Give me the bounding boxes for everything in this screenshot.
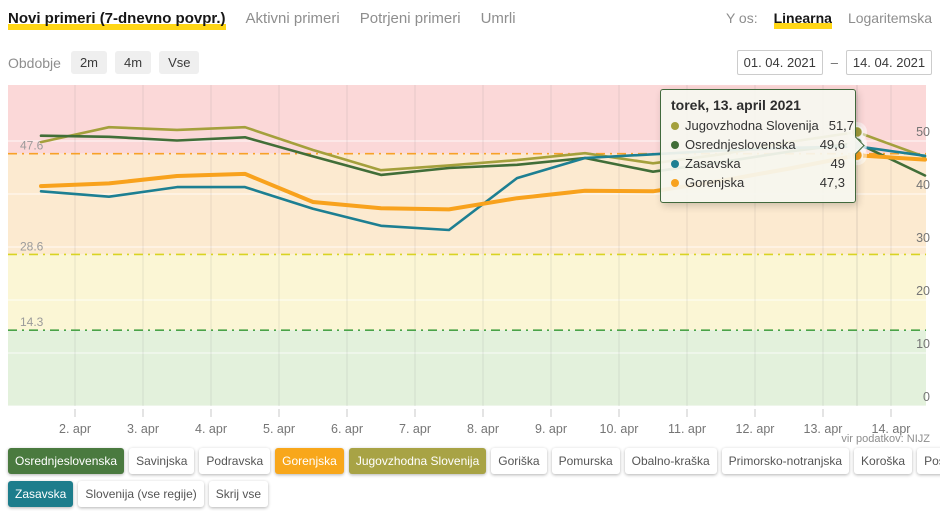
band-green (8, 330, 926, 406)
legend-button-podravska[interactable]: Podravska (199, 448, 271, 474)
header-bar: Novi primeri (7-dnevno povpr.) Aktivni pr… (8, 10, 932, 30)
tooltip-rows: Jugovzhodna Slovenija 51,7 Osrednjeslovens… (671, 118, 854, 190)
legend-button-slovenija-vse-regije[interactable]: Slovenija (vse regije) (78, 481, 204, 507)
x-tick-label: 12. apr (736, 422, 775, 436)
legend-button-zasavska[interactable]: Zasavska (8, 481, 74, 507)
tooltip-title: torek, 13. april 2021 (671, 97, 801, 113)
period-button-2m[interactable]: 2m (70, 51, 107, 74)
x-tick-label: 7. apr (399, 422, 431, 436)
threshold-label: 14.3 (20, 315, 44, 329)
legend-button-gorenjska[interactable]: Gorenjska (275, 448, 344, 474)
tab-umrli[interactable]: Umrli (480, 10, 516, 27)
tooltip-series-name: Gorenjska (685, 175, 745, 190)
threshold-label: 47.6 (20, 139, 44, 153)
y-tick-label: 50 (916, 125, 930, 139)
legend-button-obalno-kra-ka[interactable]: Obalno-kraška (624, 448, 717, 474)
y-axis-scale-switch: Y os: Linearna Logaritemska (726, 10, 932, 29)
y-tick-label: 30 (916, 231, 930, 245)
x-tick-label: 10. apr (600, 422, 639, 436)
date-range-picker: 01. 04. 2021 – 14. 04. 2021 (736, 50, 932, 75)
y-axis-options: Linearna Logaritemska (773, 10, 932, 29)
tab-aktivni-primeri[interactable]: Aktivni primeri (245, 10, 340, 27)
header-tabs: Novi primeri (7-dnevno povpr.) Aktivni pr… (8, 10, 516, 30)
legend-button-jugovzhodna-slovenija[interactable]: Jugovzhodna Slovenija (348, 448, 487, 474)
x-tick-label: 14. apr (872, 422, 911, 436)
x-tick-label: 5. apr (263, 422, 295, 436)
region-legend-row-2: Zasavska Slovenija (vse regije) Skrij vse (8, 481, 269, 507)
x-tick-label: 2. apr (59, 422, 91, 436)
date-range-separator: – (830, 55, 838, 70)
tooltip-series-value: 49,6 (819, 137, 845, 152)
region-legend-row-1: Osrednjeslovenska Savinjska Podravska Goren… (8, 448, 940, 474)
y-tick-label: 20 (916, 284, 930, 298)
tooltip-series-name: Zasavska (685, 156, 741, 171)
data-source-note: vir podatkov: NIJZ (841, 433, 930, 445)
x-tick-label: 8. apr (467, 422, 499, 436)
legend-button-osrednjeslovenska[interactable]: Osrednjeslovenska (8, 448, 125, 474)
y-scale-option-logaritemska[interactable]: Logaritemska (847, 10, 932, 26)
series-dot-icon (671, 159, 679, 168)
period-buttons: 2m 4m Vse (70, 51, 200, 74)
x-tick-label: 3. apr (127, 422, 159, 436)
series-dot-icon (671, 140, 679, 149)
y-axis-scale-label: Y os: (725, 10, 758, 26)
x-tick-label: 6. apr (331, 422, 363, 436)
x-tick-label: 4. apr (195, 422, 227, 436)
tooltip-series-name: Jugovzhodna Slovenija (685, 118, 819, 133)
legend-button-skrij-vse[interactable]: Skrij vse (208, 481, 269, 507)
tooltip-series-value: 49 (830, 156, 845, 171)
period-button-4m[interactable]: 4m (115, 51, 152, 74)
legend-button-savinjska[interactable]: Savinjska (129, 448, 195, 474)
y-scale-option-linearna[interactable]: Linearna (773, 10, 832, 29)
date-from-input[interactable]: 01. 04. 2021 (736, 50, 823, 75)
y-tick-label: 40 (916, 178, 930, 192)
chart-tooltip: torek, 13. april 2021 Jugovzhodna Sloven… (660, 89, 865, 203)
legend-button-pomurska[interactable]: Pomurska (551, 448, 620, 474)
legend-button-gori-ka[interactable]: Goriška (491, 448, 547, 474)
tab-potrjeni-primeri[interactable]: Potrjeni primeri (359, 10, 461, 27)
legend-button-posavska[interactable]: Posavska (917, 448, 940, 474)
y-tick-label: 10 (916, 337, 930, 351)
tooltip-series-value: 47,3 (819, 175, 845, 190)
y-tick-label: 0 (923, 390, 930, 404)
x-tick-label: 13. apr (804, 422, 843, 436)
tooltip-row-jugovzhodna-slovenija: Jugovzhodna Slovenija 51,7 (671, 118, 854, 133)
tooltip-row-gorenjska: Gorenjska 47,3 (671, 175, 845, 190)
date-to-input[interactable]: 14. 04. 2021 (846, 50, 932, 75)
period-button-vse[interactable]: Vse (159, 51, 200, 74)
period-label: Obdobje (8, 54, 61, 71)
legend-button-koro-ka[interactable]: Koroška (854, 448, 913, 474)
controls-bar: Obdobje 2m 4m Vse 01. 04. 2021 – 14. 04. 2… (8, 50, 932, 75)
tooltip-series-value: 51,7 (828, 118, 855, 133)
period-selector: Obdobje 2m 4m Vse (8, 51, 200, 74)
series-dot-icon (671, 178, 679, 187)
threshold-label: 28.6 (20, 239, 44, 253)
tooltip-row-osrednjeslovenska: Osrednjeslovenska 49,6 (671, 137, 845, 152)
tooltip-row-zasavska: Zasavska 49 (671, 156, 845, 171)
series-dot-icon (671, 121, 679, 130)
tab-novi-primeri-7-dnevno-povpr[interactable]: Novi primeri (7-dnevno povpr.) (8, 10, 226, 30)
legend-button-primorsko-notranjska[interactable]: Primorsko-notranjska (721, 448, 850, 474)
x-tick-label: 11. apr (668, 422, 706, 436)
x-tick-label: 9. apr (535, 422, 567, 436)
band-yellow (8, 254, 926, 331)
tooltip-series-name: Osrednjeslovenska (685, 137, 796, 152)
